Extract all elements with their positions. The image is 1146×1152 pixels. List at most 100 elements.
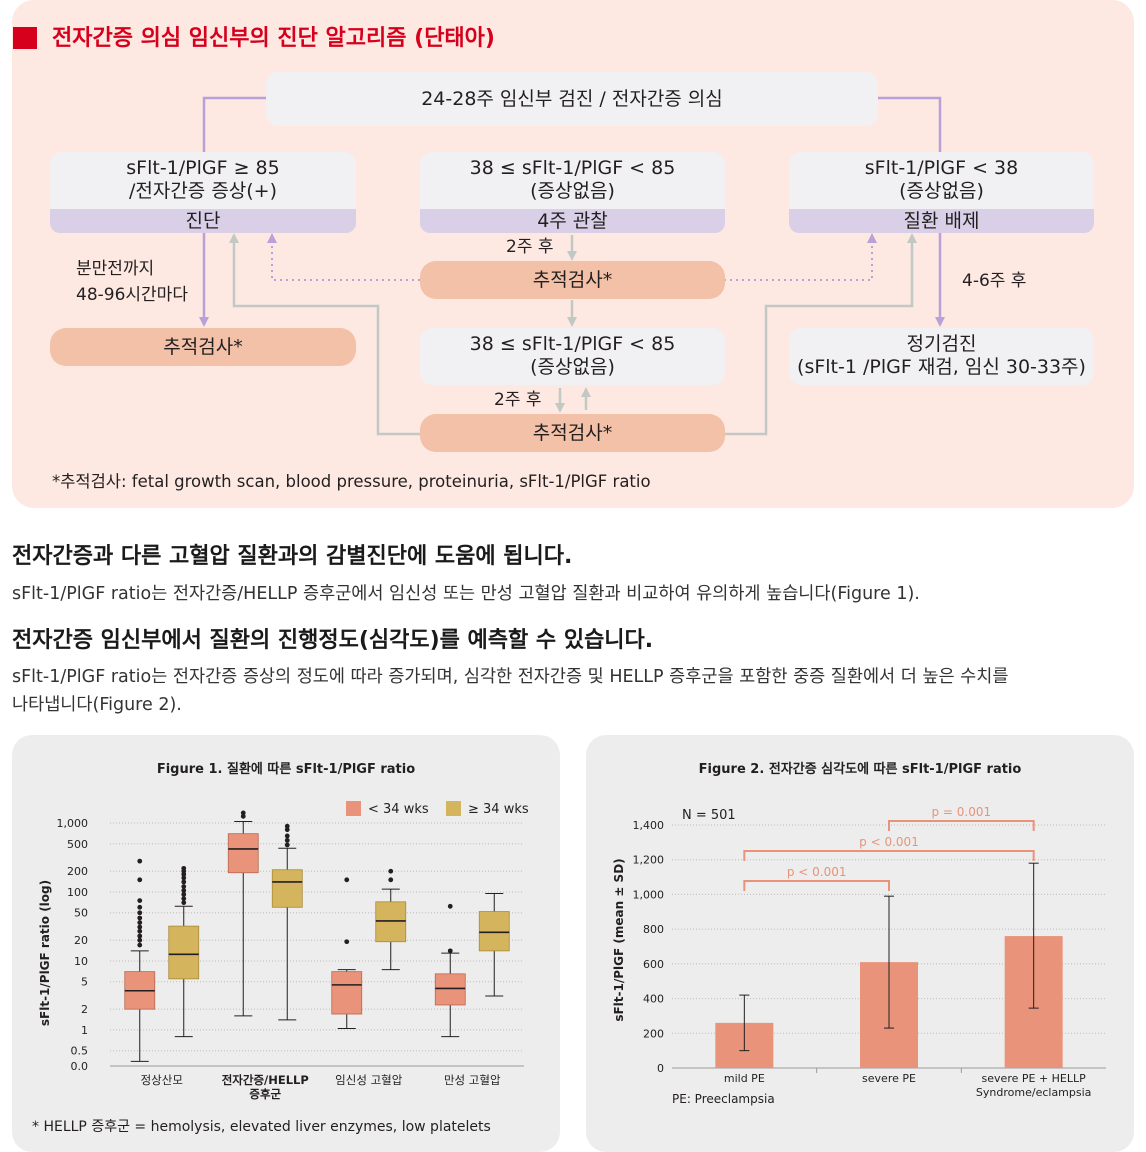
left-interval-label: 분만전까지 48-96시간마다 xyxy=(76,258,188,306)
figure1-outlier xyxy=(240,813,246,819)
figure1-ytick: 200 xyxy=(67,865,88,878)
observation-band: 4주 관찰 xyxy=(420,209,725,233)
regular-checkup-detail: (sFlt-1 /PlGF 재검, 임신 30-33주) xyxy=(797,356,1086,378)
regular-checkup-title: 정기검진 xyxy=(906,333,977,355)
figure1-footnote: * HELLP 증후군 = hemolysis, elevated liver … xyxy=(32,1119,491,1135)
figure2-ytick: 1,000 xyxy=(633,888,665,901)
figure1-legend-label: ≥ 34 wks xyxy=(468,802,529,817)
mid-followup-box-2: 추적검사* xyxy=(420,414,725,452)
figure1-outlier xyxy=(284,833,290,839)
figure1-legend-swatch xyxy=(446,801,461,816)
figure1-outlier xyxy=(181,875,187,881)
figure1-xlabel: 만성 고혈압 xyxy=(444,1073,501,1087)
mid-followup-text-1: 추적검사* xyxy=(532,269,613,291)
exclusion-band: 질환 배제 xyxy=(789,209,1094,233)
figure1-ytick: 10 xyxy=(74,955,88,968)
figure2-ytick: 1,400 xyxy=(633,819,665,832)
figure1-outlier xyxy=(137,924,143,930)
screening-box: 24-28주 임신부 검진 / 전자간증 의심 xyxy=(266,72,878,126)
figure1-ytick: 50 xyxy=(74,907,88,920)
figure1-outlier xyxy=(137,928,143,934)
figure2-comparison-bracket xyxy=(743,850,1035,861)
right-interval-label: 4-6주 후 xyxy=(962,271,1027,291)
figure1-outlier xyxy=(284,823,290,829)
flow-footnote: *추적검사: fetal growth scan, blood pressure… xyxy=(52,472,651,491)
figure1-outlier xyxy=(181,884,187,889)
exclusion-criteria-2: (증상없음) xyxy=(899,180,984,202)
figure1-box xyxy=(227,833,259,874)
figure1-outlier xyxy=(284,837,290,843)
figure2-xlabel: mild PE xyxy=(724,1072,765,1085)
figure1-box xyxy=(434,973,466,1006)
figure1-panel: Figure 1. 질환에 따른 sFlt-1/PlGF ratio 1,000… xyxy=(12,735,560,1152)
figure1-outlier xyxy=(181,896,187,902)
figure1-outlier xyxy=(137,904,143,910)
figure1-outlier xyxy=(388,868,394,874)
figure1-xlabel: 증후군 xyxy=(249,1087,281,1101)
figure1-outlier xyxy=(137,937,143,943)
figure2-comparison-bracket xyxy=(743,880,890,891)
figure1-box xyxy=(168,925,200,980)
heading-differential: 전자간증과 다른 고혈압 질환과의 감별진단에 도움에 됩니다. xyxy=(12,544,573,569)
diagnosis-box: sFlt-1/PlGF ≥ 85 /전자간증 증상(+) 진단 xyxy=(50,152,356,233)
figure1-outlier xyxy=(447,903,453,909)
figure1-ytick: 2 xyxy=(81,1003,88,1016)
exclusion-criteria-1: sFlt-1/PlGF < 38 xyxy=(864,157,1019,179)
figure2-xlabel: severe PE + HELLP xyxy=(982,1072,1087,1085)
figure1-outlier xyxy=(181,888,187,893)
exclusion-box: sFlt-1/PlGF < 38 (증상없음) 질환 배제 xyxy=(789,152,1094,233)
figure1-xlabel: 정상산모 xyxy=(141,1073,183,1087)
figure2-ytick: 400 xyxy=(643,993,664,1006)
flow-connectors xyxy=(199,96,945,436)
observation-box: 38 ≤ sFlt-1/PlGF < 85 (증상없음) 4주 관찰 xyxy=(420,152,725,233)
observation2-criteria-2: (증상없음) xyxy=(530,356,615,378)
left-interval-line2: 48-96시간마다 xyxy=(76,285,188,305)
figure2-pvalue: p < 0.001 xyxy=(859,835,919,849)
figure1-outlier xyxy=(344,877,350,883)
figure2-xlabel: Syndrome/eclampsia xyxy=(976,1086,1091,1099)
figure1-xlabel: 임신성 고혈압 xyxy=(335,1073,403,1087)
figure2-pvalue: p = 0.001 xyxy=(932,805,992,819)
figure1-box xyxy=(478,911,510,952)
figure1-outlier xyxy=(284,842,290,848)
figure1-outlier xyxy=(447,948,453,954)
figure1-outlier xyxy=(137,910,143,916)
para-severity-line1: sFlt-1/PlGF ratio는 전자간증 증상의 정도에 따라 증가되며,… xyxy=(12,667,1009,687)
figure2-title: Figure 2. 전자간증 심각도에 따른 sFlt-1/PlGF ratio xyxy=(699,761,1022,777)
mid-interval-label-1: 2주 후 xyxy=(506,237,554,257)
figure1-legend-label: < 34 wks xyxy=(368,802,429,817)
figure1-outlier xyxy=(388,877,394,883)
para-severity-line2: 나타냅니다(Figure 2). xyxy=(12,695,182,715)
figure1-ytick: 1 xyxy=(81,1024,88,1037)
observation2-criteria-1: 38 ≤ sFlt-1/PlGF < 85 xyxy=(469,333,676,355)
figure2-ytick: 800 xyxy=(643,923,664,936)
figure1-title: Figure 1. 질환에 따른 sFlt-1/PlGF ratio xyxy=(157,761,415,777)
figure1-ytick: 1,000 xyxy=(57,817,89,830)
figure2-comparison-bracket xyxy=(888,820,1035,831)
figure1-box xyxy=(331,971,363,1015)
observation-criteria-2: (증상없음) xyxy=(530,180,615,202)
figure2-ytick: 600 xyxy=(643,958,664,971)
figure2-ytick: 0 xyxy=(657,1062,664,1075)
figure1-xlabel: 전자간증/HELLP xyxy=(222,1073,309,1087)
figure1-ytick: 500 xyxy=(67,838,88,851)
figure1-outlier xyxy=(137,898,143,903)
observation-box-2: 38 ≤ sFlt-1/PlGF < 85 (증상없음) xyxy=(420,328,725,385)
left-interval-line1: 분만전까지 xyxy=(76,259,155,279)
mid-interval-label-2: 2주 후 xyxy=(494,390,542,410)
figure1-ytick: 0.5 xyxy=(71,1045,89,1058)
figure2-ytick: 200 xyxy=(643,1027,664,1040)
observation-criteria-1: 38 ≤ sFlt-1/PlGF < 85 xyxy=(469,157,676,179)
regular-checkup-box: 정기검진 (sFlt-1 /PlGF 재검, 임신 30-33주) xyxy=(789,328,1094,385)
figure2-ytick: 1,200 xyxy=(633,854,665,867)
figure1-outlier xyxy=(181,879,187,885)
figure1-outlier xyxy=(181,865,187,871)
figure2-xlabel: severe PE xyxy=(862,1072,916,1085)
figure1-outlier xyxy=(240,810,246,816)
figure1-outlier xyxy=(344,939,350,945)
figure2-chart: Figure 2. 전자간증 심각도에 따른 sFlt-1/PlGF ratio… xyxy=(612,761,1106,1106)
figure1-ylabel: sFlt-1/PlGF ratio (log) xyxy=(38,880,52,1026)
figure1-outlier xyxy=(137,858,143,864)
screening-text: 24-28주 임신부 검진 / 전자간증 의심 xyxy=(421,88,723,110)
mid-followup-box-1: 추적검사* xyxy=(420,261,725,299)
